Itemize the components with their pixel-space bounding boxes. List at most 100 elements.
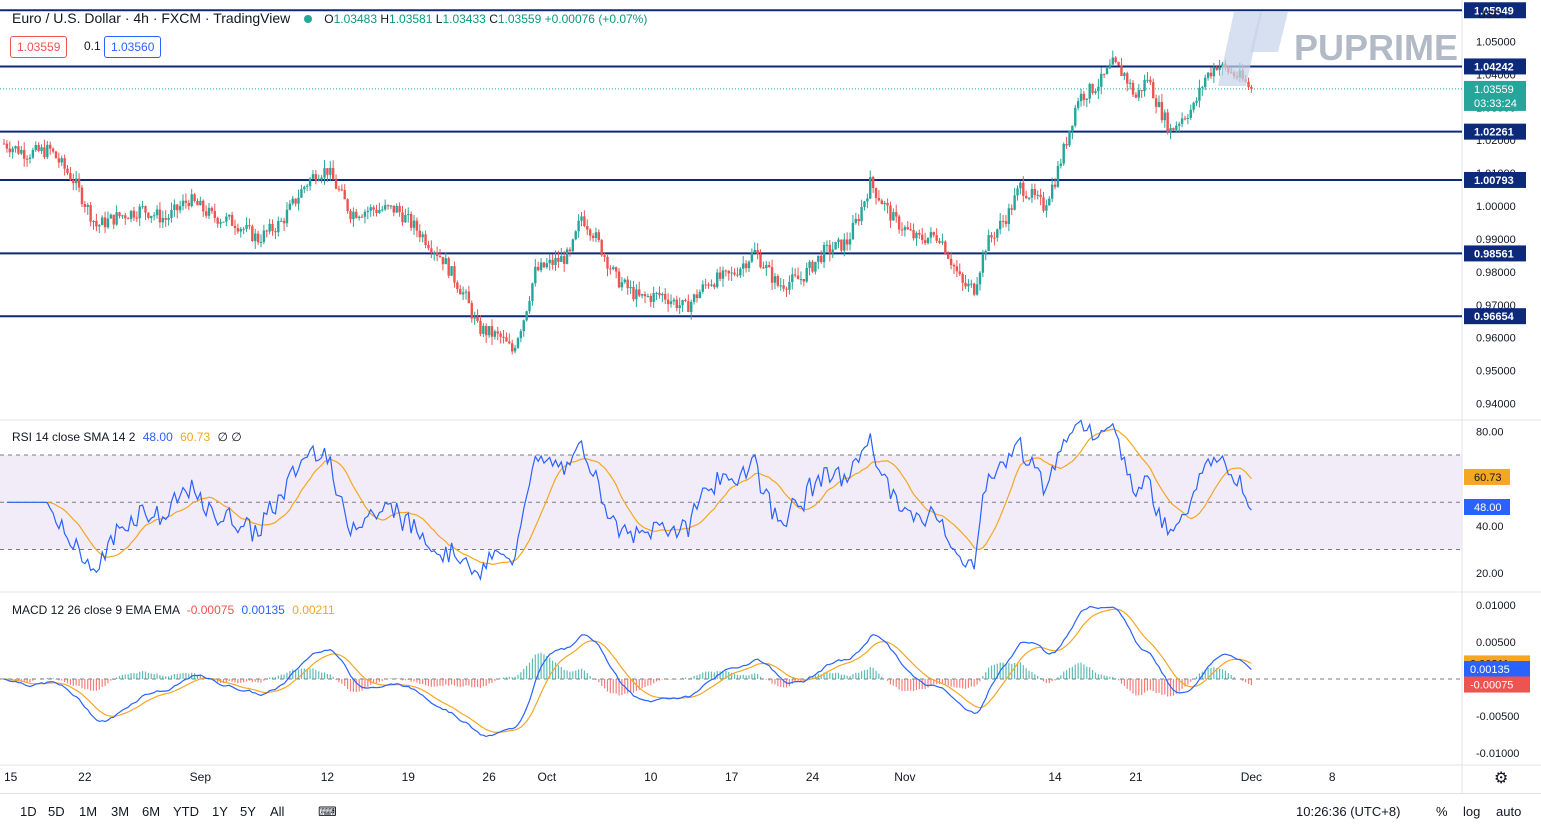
macd-legend-signal: 0.00211 [292, 603, 335, 617]
candle-body [1071, 125, 1074, 132]
candle-body [620, 282, 624, 288]
candle-body [808, 261, 811, 268]
candle-body [640, 294, 644, 296]
candle-body [216, 217, 219, 224]
log-toggle[interactable]: log [1463, 804, 1481, 819]
candle-body [164, 218, 167, 220]
level-price-label: 1.04242 [1474, 61, 1514, 73]
level-price-label-bg [1464, 123, 1526, 140]
candle-body [1042, 197, 1045, 211]
percent-toggle[interactable]: % [1436, 804, 1448, 819]
timeframe-button-5d[interactable]: 5D [48, 804, 65, 819]
candle-body [262, 230, 266, 242]
candle-body [978, 272, 982, 285]
candle-body [1160, 101, 1164, 121]
candle-body [8, 148, 11, 153]
candle-body [473, 316, 476, 319]
candle-body [1163, 112, 1166, 121]
candle-body [1056, 165, 1060, 187]
candle-body [949, 258, 953, 266]
time-axis-label: Oct [538, 770, 557, 784]
time-axis-label: 10 [644, 770, 658, 784]
macd-legend-name: MACD 12 26 close 9 EMA EMA [12, 603, 180, 617]
rsi-legend[interactable]: RSI 14 close SMA 14 2 48.00 60.73 ∅ ∅ [12, 430, 242, 444]
candle-body [591, 235, 595, 239]
candle-body [485, 325, 488, 336]
candle-body [178, 206, 182, 211]
candle-body [661, 293, 664, 296]
timeframe-button-1d[interactable]: 1D [20, 804, 37, 819]
candle-body [1024, 195, 1028, 199]
candle-body [796, 275, 800, 280]
candle-body [692, 294, 696, 302]
candle-body [323, 168, 326, 178]
clock-display[interactable]: 10:26:36 (UTC+8) [1296, 804, 1401, 819]
candle-body [415, 220, 419, 231]
date-range-icon[interactable]: ⌨ [318, 804, 337, 819]
timeframe-button-ytd[interactable]: YTD [173, 804, 199, 819]
auto-toggle[interactable]: auto [1496, 804, 1522, 819]
candle-body [658, 292, 661, 296]
candle-body [1128, 82, 1132, 84]
symbol-title[interactable]: Euro / U.S. Dollar · 4h · FXCM · Trading… [12, 10, 291, 26]
candle-body [49, 144, 52, 149]
candle-body [831, 249, 834, 254]
currency-selector[interactable]: USD ⌄ [1478, 9, 1514, 21]
candle-body [545, 263, 549, 268]
candle-body [31, 150, 35, 158]
timeframe-button-6m[interactable]: 6M [142, 804, 161, 819]
candle-body [635, 289, 638, 300]
sell-price-button[interactable]: 1.03559 [10, 36, 68, 58]
candle-body [548, 259, 551, 264]
candle-body [698, 291, 702, 299]
candle-body [435, 252, 439, 256]
rsi-tick-label: 40.00 [1476, 521, 1504, 533]
candle-body [277, 220, 280, 233]
time-axis-label: Dec [1241, 770, 1262, 784]
timeframe-button-1m[interactable]: 1M [79, 804, 98, 819]
settings-gear-icon[interactable]: ⚙ [1494, 768, 1508, 787]
level-price-label-bg [1464, 171, 1526, 188]
candle-body [265, 230, 268, 232]
buy-price-button[interactable]: 1.03560 [104, 36, 162, 58]
timeframe-button-5y[interactable]: 5Y [240, 804, 256, 819]
level-price-label-bg [1464, 308, 1526, 325]
candle-body [646, 295, 650, 297]
candle-body [418, 230, 421, 238]
candle-body [158, 209, 162, 223]
candle-body [487, 326, 491, 336]
candle-body [1192, 102, 1195, 110]
macd-legend-hist: -0.00075 [186, 603, 235, 617]
candle-body [285, 209, 289, 224]
candle-body [600, 240, 603, 256]
price-tick-label: 1.00000 [1476, 201, 1516, 213]
candle-body [534, 266, 537, 284]
candle-body [1036, 194, 1039, 196]
candle-body [958, 271, 961, 275]
timeframe-button-3m[interactable]: 3M [111, 804, 130, 819]
candle-body [173, 204, 176, 211]
candle-body [37, 144, 40, 152]
candle-body [57, 158, 61, 163]
timeframe-button-1y[interactable]: 1Y [212, 804, 228, 819]
candle-body [355, 211, 358, 218]
candle-body [860, 206, 863, 222]
candle-body [975, 284, 979, 295]
timeframe-button-all[interactable]: All [270, 804, 285, 819]
candle-body [239, 228, 242, 232]
candle-body [69, 173, 72, 180]
macd-legend[interactable]: MACD 12 26 close 9 EMA EMA -0.00075 0.00… [12, 603, 335, 617]
candle-body [459, 289, 462, 295]
candle-body [233, 225, 237, 229]
candle-body [1062, 143, 1065, 164]
candle-body [363, 211, 367, 217]
candle-body [1250, 86, 1253, 89]
candle-body [126, 218, 130, 220]
candle-body [626, 279, 629, 289]
candle-body [366, 210, 370, 212]
candle-body [843, 239, 846, 251]
symbol-header[interactable]: Euro / U.S. Dollar · 4h · FXCM · Trading… [12, 10, 647, 26]
candle-body [822, 245, 826, 263]
candle-body [707, 284, 710, 286]
